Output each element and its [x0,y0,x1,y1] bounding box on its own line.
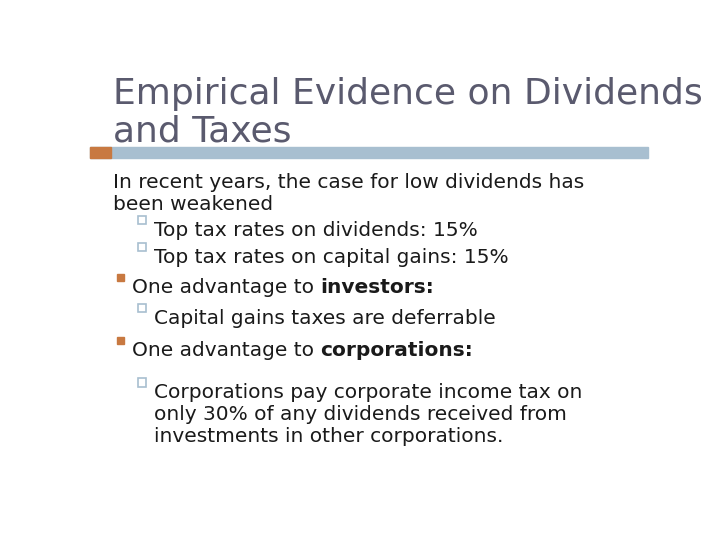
Bar [138,244,146,251]
Text: Top tax rates on capital gains: 15%: Top tax rates on capital gains: 15% [154,248,509,267]
Text: investors:: investors: [320,278,434,297]
Bar [138,305,146,313]
Bar [117,274,125,281]
Text: One advantage to: One advantage to [132,278,320,297]
Text: corporations:: corporations: [320,341,473,360]
Text: and Taxes: and Taxes [114,114,292,148]
Bar [117,337,125,344]
Bar [138,379,146,387]
Text: Corporations pay corporate income tax on
only 30% of any dividends received from: Corporations pay corporate income tax on… [154,383,582,446]
Text: One advantage to: One advantage to [132,341,320,360]
Text: In recent years, the case for low dividends has
been weakened: In recent years, the case for low divide… [114,173,585,214]
Text: Empirical Evidence on Dividends: Empirical Evidence on Dividends [114,77,703,111]
Bar [138,217,146,224]
Text: Capital gains taxes are deferrable: Capital gains taxes are deferrable [154,309,496,328]
Bar [90,147,111,158]
Bar [90,147,648,158]
Text: Top tax rates on dividends: 15%: Top tax rates on dividends: 15% [154,221,478,240]
